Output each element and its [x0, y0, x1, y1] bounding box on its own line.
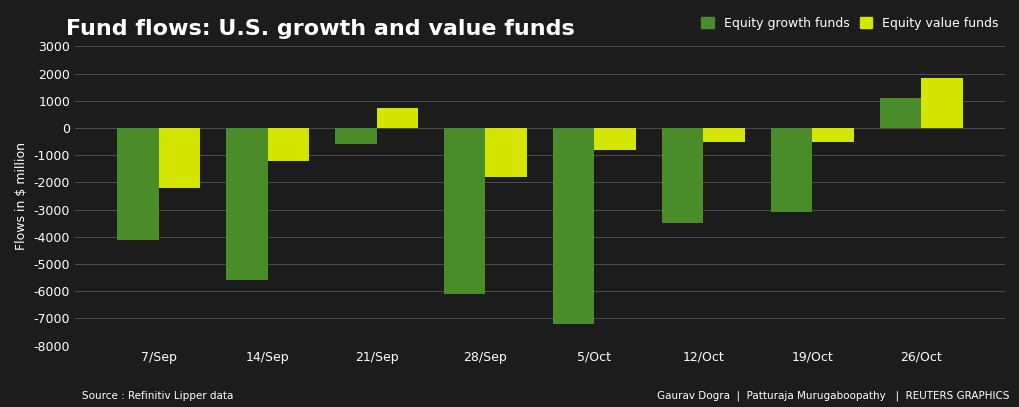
Bar	[158, 128, 200, 188]
Bar	[879, 98, 920, 128]
Bar	[267, 128, 309, 161]
Y-axis label: Flows in $ million: Flows in $ million	[15, 142, 28, 250]
Bar	[443, 128, 485, 294]
Bar	[703, 128, 744, 142]
Bar	[376, 107, 418, 128]
Bar	[770, 128, 811, 212]
Bar	[335, 128, 376, 144]
Bar	[552, 128, 594, 324]
Bar	[485, 128, 527, 177]
Bar	[594, 128, 635, 150]
Bar	[811, 128, 853, 142]
Bar	[117, 128, 158, 240]
Text: Source : Refinitiv Lipper data: Source : Refinitiv Lipper data	[82, 391, 232, 401]
Legend: Equity growth funds, Equity value funds: Equity growth funds, Equity value funds	[701, 17, 998, 30]
Text: Gaurav Dogra  |  Patturaja Murugaboopathy   |  REUTERS GRAPHICS: Gaurav Dogra | Patturaja Murugaboopathy …	[656, 391, 1009, 401]
Bar	[226, 128, 267, 280]
Text: Fund flows: U.S. growth and value funds: Fund flows: U.S. growth and value funds	[65, 19, 574, 39]
Bar	[661, 128, 703, 223]
Bar	[920, 78, 962, 128]
